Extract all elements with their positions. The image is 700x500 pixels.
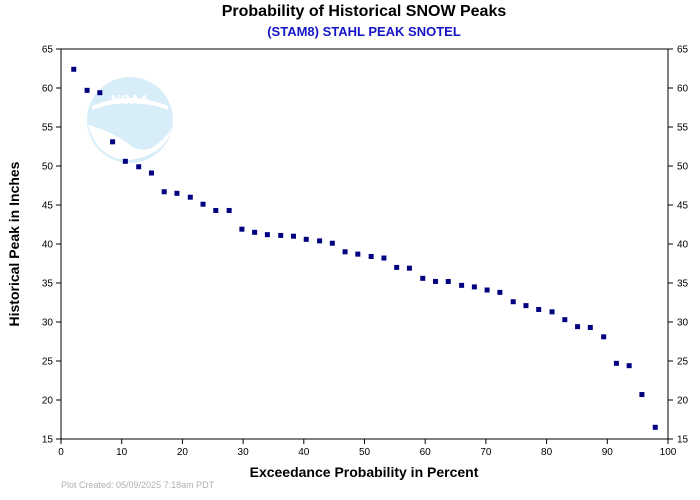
data-point <box>122 158 128 164</box>
y-tick-label-left: 20 <box>42 396 54 407</box>
data-point <box>329 240 335 246</box>
data-point <box>626 363 632 369</box>
y-tick-label-left: 30 <box>42 318 54 329</box>
data-point <box>445 278 451 284</box>
data-point <box>174 190 180 196</box>
data-point <box>471 284 477 290</box>
y-axis-label: Historical Peak in Inches <box>6 161 22 326</box>
y-tick-label-left: 40 <box>42 240 54 251</box>
data-point <box>239 226 245 232</box>
data-point <box>355 251 361 257</box>
x-tick-label: 30 <box>238 447 250 458</box>
x-tick-label: 80 <box>541 447 553 458</box>
y-tick-label-left: 45 <box>42 201 54 212</box>
data-point <box>575 324 581 330</box>
y-tick-label-right: 25 <box>677 357 689 368</box>
y-ticks-right: 15 20 25 30 35 40 45 50 55 60 65 <box>668 45 689 446</box>
y-tick-label-left: 35 <box>42 279 54 290</box>
data-point <box>213 207 219 213</box>
data-point <box>587 324 593 330</box>
x-tick-label: 70 <box>480 447 492 458</box>
x-axis-label: Exceedance Probability in Percent <box>250 464 479 480</box>
y-tick-label-right: 40 <box>677 240 689 251</box>
data-point <box>484 287 490 293</box>
data-point <box>290 233 296 239</box>
data-point <box>161 189 167 195</box>
x-tick-label: 90 <box>602 447 614 458</box>
y-tick-label-left: 65 <box>42 45 54 56</box>
x-tick-label: 10 <box>116 447 128 458</box>
x-tick-label: 100 <box>660 447 677 458</box>
data-point <box>381 255 387 261</box>
data-point <box>84 87 90 93</box>
data-point <box>264 232 270 238</box>
y-tick-label-right: 35 <box>677 279 689 290</box>
data-point <box>368 253 374 259</box>
data-point <box>601 334 607 340</box>
y-tick-label-left: 25 <box>42 357 54 368</box>
x-tick-label: 20 <box>177 447 189 458</box>
data-point <box>394 264 400 270</box>
data-point <box>536 307 542 313</box>
chart-subtitle: (STAM8) STAHL PEAK SNOTEL <box>267 24 461 39</box>
data-point <box>639 392 645 398</box>
data-point <box>562 317 568 323</box>
x-tick-label: 60 <box>420 447 432 458</box>
data-point <box>342 249 348 255</box>
data-point <box>459 282 465 288</box>
data-point <box>136 164 142 170</box>
data-point <box>652 424 658 430</box>
data-point <box>420 275 426 281</box>
data-point <box>187 194 193 200</box>
y-tick-label-right: 45 <box>677 201 689 212</box>
data-point <box>278 232 284 238</box>
data-points <box>71 66 658 430</box>
y-tick-label-left: 55 <box>42 123 54 134</box>
y-tick-label-right: 50 <box>677 162 689 173</box>
y-tick-label-right: 20 <box>677 396 689 407</box>
data-point <box>510 299 516 305</box>
data-point <box>71 66 77 72</box>
y-tick-label-left: 50 <box>42 162 54 173</box>
data-point <box>226 207 232 213</box>
noaa-logo-text: NOAA <box>111 92 150 107</box>
x-ticks: 0 10 20 30 40 50 60 70 80 90 100 <box>58 439 677 458</box>
y-tick-label-right: 55 <box>677 123 689 134</box>
chart-title: Probability of Historical SNOW Peaks <box>222 3 507 20</box>
data-point <box>110 139 116 145</box>
y-tick-label-right: 60 <box>677 84 689 95</box>
x-tick-label: 40 <box>298 447 310 458</box>
x-tick-label: 50 <box>359 447 371 458</box>
y-tick-label-right: 65 <box>677 45 689 56</box>
noaa-logo: NOAA <box>87 77 173 163</box>
y-tick-label-right: 15 <box>677 435 689 446</box>
plot-created-footer: Plot Created: 05/09/2025 7:18am PDT <box>61 480 215 490</box>
y-tick-label-left: 60 <box>42 84 54 95</box>
data-point <box>613 360 619 366</box>
data-point <box>406 265 412 271</box>
data-point <box>433 278 439 284</box>
data-point <box>97 90 103 96</box>
data-point <box>252 229 258 235</box>
y-tick-label-right: 30 <box>677 318 689 329</box>
data-point <box>200 201 206 207</box>
x-tick-label: 0 <box>58 447 64 458</box>
y-tick-label-left: 15 <box>42 435 54 446</box>
data-point <box>497 289 503 295</box>
data-point <box>148 170 154 176</box>
data-point <box>303 236 309 242</box>
data-point <box>317 238 323 244</box>
data-point <box>523 303 529 309</box>
y-ticks-left: 15 20 25 30 35 40 45 50 55 60 65 <box>42 45 61 446</box>
data-point <box>549 309 555 315</box>
